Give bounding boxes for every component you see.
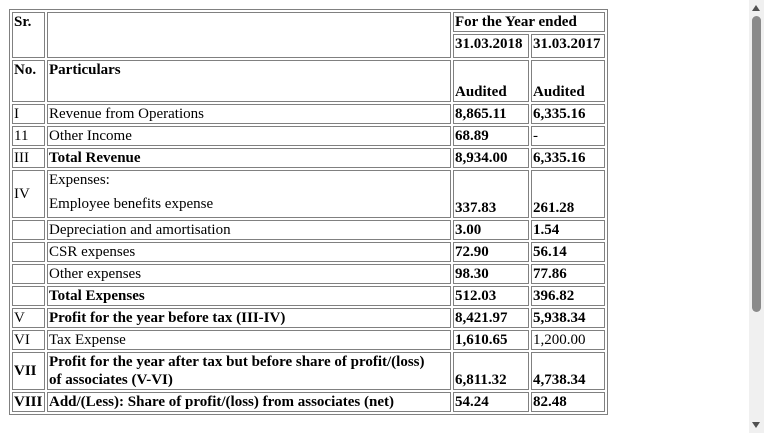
- employee-benefits-label: Employee benefits expense: [49, 196, 214, 212]
- no-label: No.: [14, 62, 37, 78]
- table-row: Depreciation and amortisation 3.00 1.54: [12, 220, 605, 240]
- value-2017-cell: 5,938.34: [531, 308, 605, 328]
- value-2017-cell: 396.82: [531, 286, 605, 306]
- particulars-cell: Add/(Less): Share of profit/(loss) from …: [47, 392, 451, 412]
- value-2017-cell: 6,335.16: [531, 148, 605, 168]
- col2-status: Audited: [531, 60, 605, 102]
- value-2017-cell: 261.28: [531, 170, 605, 218]
- table-row: 11 Other Income 68.89 -: [12, 126, 605, 146]
- financial-results-table: Sr. For the Year ended 31.03.2018 31.03.…: [9, 9, 608, 415]
- value-2017-cell: 1,200.00: [531, 330, 605, 350]
- period-label: For the Year ended: [455, 14, 577, 30]
- value-2018-cell: 54.24: [453, 392, 529, 412]
- value-2018-cell: 98.30: [453, 264, 529, 284]
- value-2018-cell: 337.83: [453, 170, 529, 218]
- value-2018-cell: 3.00: [453, 220, 529, 240]
- particulars-cell: Depreciation and amortisation: [47, 220, 451, 240]
- sr-cell: [12, 220, 45, 240]
- value-2018-cell: 1,610.65: [453, 330, 529, 350]
- sr-cell: VII: [12, 352, 45, 390]
- no-header: No.: [12, 60, 45, 102]
- particulars-cell: Tax Expense: [47, 330, 451, 350]
- expenses-heading: Expenses:: [49, 172, 110, 188]
- value-2018-cell: 8,421.97: [453, 308, 529, 328]
- value-2018-cell: 68.89: [453, 126, 529, 146]
- value-2017-cell: -: [531, 126, 605, 146]
- sr-cell: VI: [12, 330, 45, 350]
- particulars-cell: CSR expenses: [47, 242, 451, 262]
- value-2018-cell: 72.90: [453, 242, 529, 262]
- value-2017-cell: 77.86: [531, 264, 605, 284]
- particulars-cell: Expenses: Employee benefits expense: [47, 170, 451, 218]
- sr-cell: 11: [12, 126, 45, 146]
- table-row: VIII Add/(Less): Share of profit/(loss) …: [12, 392, 605, 412]
- table-row: Other expenses 98.30 77.86: [12, 264, 605, 284]
- value-2017-cell: 56.14: [531, 242, 605, 262]
- table-row: Total Expenses 512.03 396.82: [12, 286, 605, 306]
- particulars-header-blank: [47, 12, 451, 58]
- particulars-line-2: of associates (V-VI): [49, 372, 173, 388]
- sr-cell: I: [12, 104, 45, 124]
- period-header: For the Year ended: [453, 12, 605, 32]
- table-row: VII Profit for the year after tax but be…: [12, 352, 605, 390]
- value-2017-cell: 82.48: [531, 392, 605, 412]
- value-2017-cell: 4,738.34: [531, 352, 605, 390]
- table-row: III Total Revenue 8,934.00 6,335.16: [12, 148, 605, 168]
- scroll-down-icon[interactable]: [752, 422, 760, 428]
- sr-cell: [12, 264, 45, 284]
- sr-label: Sr.: [14, 14, 32, 30]
- vertical-scrollbar[interactable]: [749, 0, 764, 433]
- particulars-cell: Profit for the year after tax but before…: [47, 352, 451, 390]
- particulars-cell: Other expenses: [47, 264, 451, 284]
- particulars-cell: Profit for the year before tax (III-IV): [47, 308, 451, 328]
- sr-cell: [12, 242, 45, 262]
- sr-cell: IV: [12, 170, 45, 218]
- particulars-line-1: Profit for the year after tax but before…: [49, 354, 425, 370]
- table-row: V Profit for the year before tax (III-IV…: [12, 308, 605, 328]
- header-row-2: 31.03.2018 31.03.2017: [12, 34, 605, 58]
- scrollbar-thumb[interactable]: [752, 16, 761, 312]
- scroll-up-icon[interactable]: [752, 5, 760, 11]
- table-row: I Revenue from Operations 8,865.11 6,335…: [12, 104, 605, 124]
- table-row: CSR expenses 72.90 56.14: [12, 242, 605, 262]
- sr-header: Sr.: [12, 12, 45, 58]
- header-row-1: Sr. For the Year ended: [12, 12, 605, 58]
- value-2018-cell: 6,811.32: [453, 352, 529, 390]
- col2-date: 31.03.2017: [531, 34, 605, 58]
- value-2017-cell: 1.54: [531, 220, 605, 240]
- particulars-cell: Total Expenses: [47, 286, 451, 306]
- particulars-label: Particulars: [49, 62, 121, 78]
- particulars-header: Particulars: [47, 60, 451, 102]
- value-2018-cell: 512.03: [453, 286, 529, 306]
- header-row-3: No. Particulars Audited Audited: [12, 60, 605, 102]
- value-2017-cell: 6,335.16: [531, 104, 605, 124]
- particulars-cell: Total Revenue: [47, 148, 451, 168]
- sr-cell: V: [12, 308, 45, 328]
- col1-date: 31.03.2018: [453, 34, 529, 58]
- sr-cell: [12, 286, 45, 306]
- col1-status: Audited: [453, 60, 529, 102]
- sr-cell: III: [12, 148, 45, 168]
- particulars-cell: Other Income: [47, 126, 451, 146]
- value-2018-cell: 8,934.00: [453, 148, 529, 168]
- sr-cell: VIII: [12, 392, 45, 412]
- table-row: IV Expenses: Employee benefits expense 3…: [12, 170, 605, 218]
- table-row: VI Tax Expense 1,610.65 1,200.00: [12, 330, 605, 350]
- value-2018-cell: 8,865.11: [453, 104, 529, 124]
- particulars-cell: Revenue from Operations: [47, 104, 451, 124]
